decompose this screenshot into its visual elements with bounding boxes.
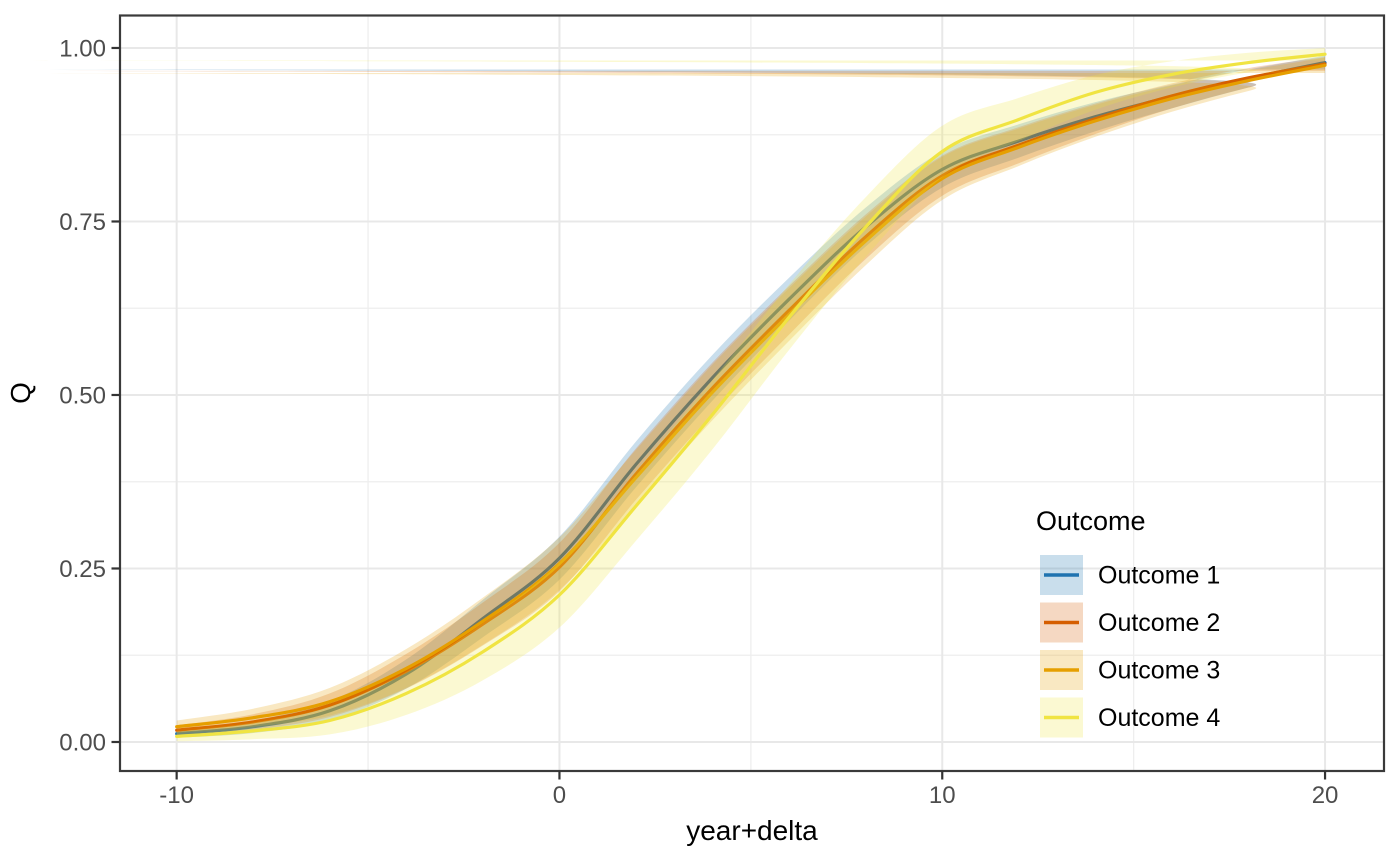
legend-entry-outcome-1: Outcome 1 (1040, 555, 1220, 595)
x-axis-title: year+delta (686, 815, 818, 846)
series-line-outcome-3 (175, 63, 1327, 729)
legend-entry-outcome-2: Outcome 2 (1040, 602, 1220, 643)
x-tick-label: -10 (159, 782, 194, 809)
series-line-outcome-2 (175, 62, 1327, 732)
legend-entry-outcome-3: Outcome 3 (1040, 650, 1220, 690)
x-tick-label: 10 (929, 782, 956, 809)
legend-label-outcome-2: Outcome 2 (1098, 609, 1220, 637)
legend-label-outcome-4: Outcome 4 (1098, 704, 1220, 732)
x-tick-label: 20 (1312, 782, 1339, 809)
grid-layer (120, 15, 1384, 771)
legend-label-outcome-3: Outcome 3 (1098, 657, 1220, 685)
y-axis-title: Q (5, 382, 36, 404)
panel-border (118, 14, 1386, 773)
y-tick-label: 1.00 (59, 35, 106, 62)
series-line-outcome-4 (175, 52, 1327, 738)
y-tick-label: 0.50 (59, 382, 106, 409)
legend-title: Outcome (1036, 506, 1146, 536)
x-tick-label: 0 (553, 782, 566, 809)
y-tick-label: 0.25 (59, 556, 106, 583)
series-layer (0, 48, 1327, 742)
axis-layer: -10 0 10 20 0.00 0.25 0.50 0.75 1.00 (59, 35, 1338, 809)
legend-entry-outcome-4: Outcome 4 (1040, 697, 1220, 738)
y-tick-label: 0.00 (59, 729, 106, 756)
legend-entries: Outcome 1 Outcome 2 Outcome 3 Outcome 4 (1040, 555, 1220, 738)
legend-label-outcome-1: Outcome 1 (1098, 562, 1220, 590)
y-tick-label: 0.75 (59, 209, 106, 236)
